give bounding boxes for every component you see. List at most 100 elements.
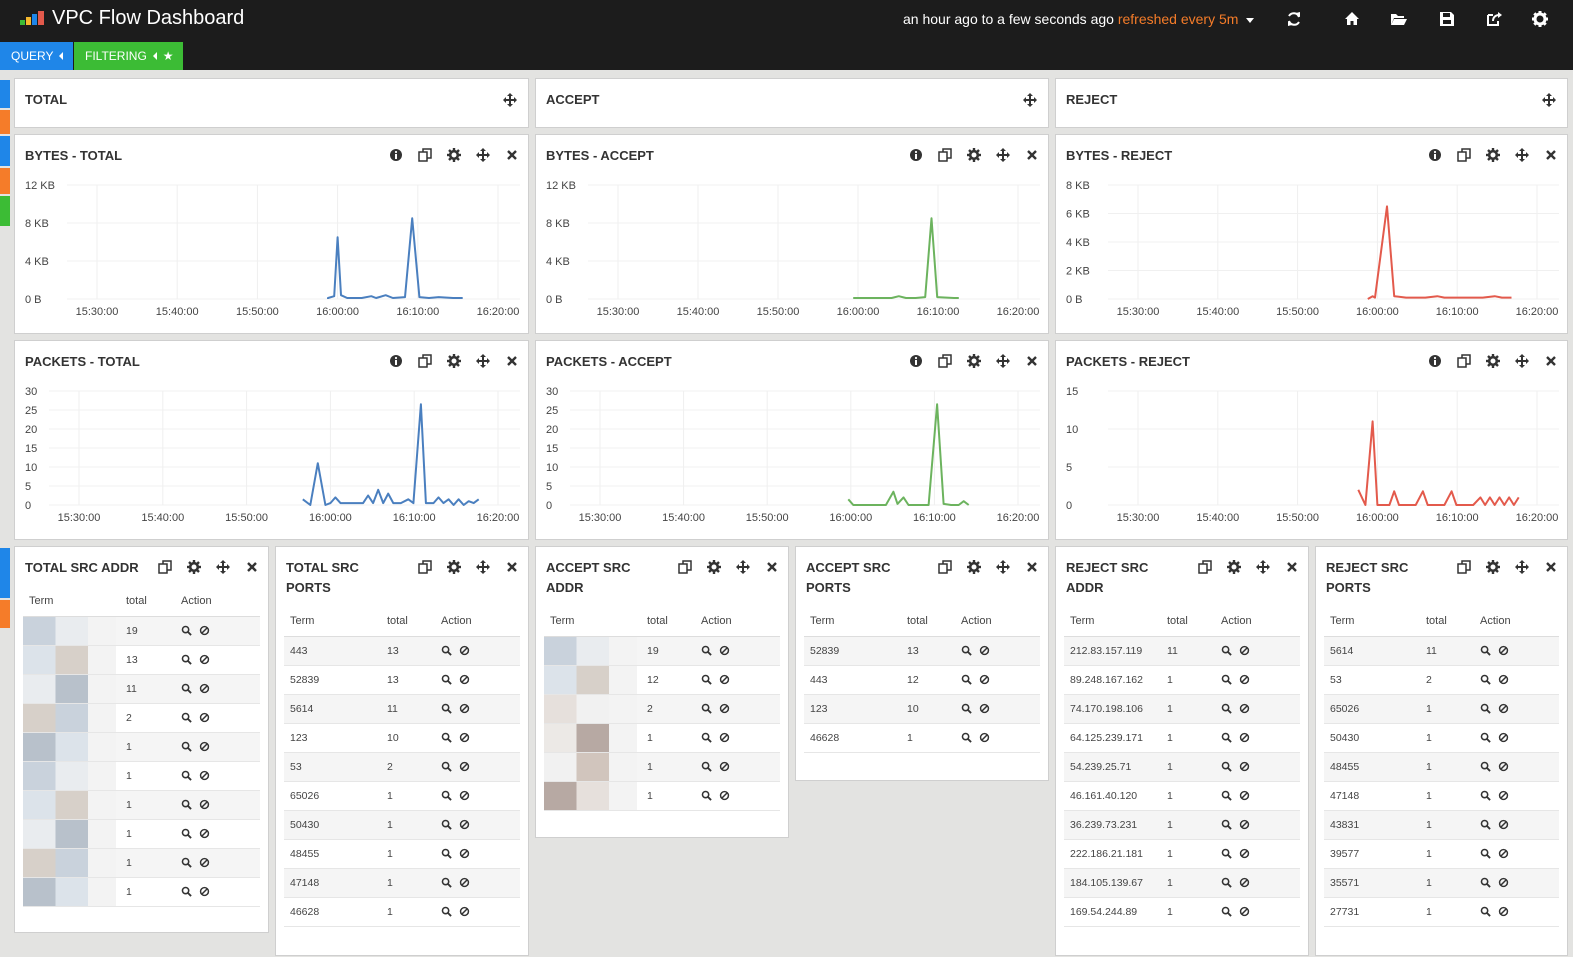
duplicate-icon[interactable] [677, 559, 693, 575]
search-icon[interactable] [441, 732, 452, 743]
ban-icon[interactable] [199, 886, 210, 897]
ban-icon[interactable] [1239, 674, 1250, 685]
time-range-picker[interactable]: an hour ago to a few seconds ago refresh… [903, 11, 1255, 27]
search-icon[interactable] [181, 799, 192, 810]
close-icon[interactable] [244, 559, 260, 575]
search-icon[interactable] [1480, 645, 1491, 656]
move-icon[interactable] [502, 92, 518, 108]
search-icon[interactable] [441, 761, 452, 772]
search-icon[interactable] [701, 674, 712, 685]
ban-icon[interactable] [459, 645, 470, 656]
info-icon[interactable] [1427, 353, 1443, 369]
move-icon[interactable] [1022, 92, 1038, 108]
search-icon[interactable] [1221, 703, 1232, 714]
ban-icon[interactable] [459, 848, 470, 859]
ban-icon[interactable] [1239, 877, 1250, 888]
row-collapse-strip[interactable] [0, 136, 10, 166]
close-icon[interactable] [504, 353, 520, 369]
ban-icon[interactable] [719, 790, 730, 801]
duplicate-icon[interactable] [157, 559, 173, 575]
ban-icon[interactable] [199, 683, 210, 694]
gear-icon[interactable] [1226, 559, 1242, 575]
search-icon[interactable] [1480, 761, 1491, 772]
duplicate-icon[interactable] [417, 559, 433, 575]
move-icon[interactable] [215, 559, 231, 575]
close-icon[interactable] [1543, 147, 1559, 163]
search-icon[interactable] [701, 790, 712, 801]
ban-icon[interactable] [199, 741, 210, 752]
column-header[interactable]: total [381, 607, 435, 637]
move-icon[interactable] [475, 559, 491, 575]
home-icon[interactable] [1343, 10, 1361, 28]
duplicate-icon[interactable] [1197, 559, 1213, 575]
search-icon[interactable] [701, 732, 712, 743]
search-icon[interactable] [181, 886, 192, 897]
column-header[interactable]: Term [23, 587, 120, 617]
row-collapse-strip[interactable] [0, 196, 10, 226]
move-icon[interactable] [735, 559, 751, 575]
ban-icon[interactable] [979, 703, 990, 714]
gear-icon[interactable] [966, 353, 982, 369]
ban-icon[interactable] [979, 674, 990, 685]
gear-icon[interactable] [966, 559, 982, 575]
search-icon[interactable] [1480, 790, 1491, 801]
duplicate-icon[interactable] [417, 353, 433, 369]
search-icon[interactable] [181, 683, 192, 694]
search-icon[interactable] [1221, 645, 1232, 656]
search-icon[interactable] [441, 790, 452, 801]
query-pill[interactable]: QUERY [0, 42, 73, 70]
ban-icon[interactable] [1239, 848, 1250, 859]
settings-icon[interactable] [1531, 10, 1549, 28]
search-icon[interactable] [1480, 877, 1491, 888]
search-icon[interactable] [441, 848, 452, 859]
ban-icon[interactable] [1239, 703, 1250, 714]
search-icon[interactable] [1480, 732, 1491, 743]
column-header[interactable]: Action [1474, 607, 1559, 637]
ban-icon[interactable] [1239, 645, 1250, 656]
ban-icon[interactable] [1239, 906, 1250, 917]
search-icon[interactable] [441, 703, 452, 714]
move-icon[interactable] [475, 147, 491, 163]
ban-icon[interactable] [1498, 790, 1509, 801]
ban-icon[interactable] [979, 645, 990, 656]
ban-icon[interactable] [459, 790, 470, 801]
column-header[interactable]: total [1161, 607, 1215, 637]
close-icon[interactable] [764, 559, 780, 575]
move-icon[interactable] [1255, 559, 1271, 575]
search-icon[interactable] [1480, 703, 1491, 714]
search-icon[interactable] [1480, 906, 1491, 917]
ban-icon[interactable] [1498, 819, 1509, 830]
row-collapse-strip[interactable] [0, 110, 10, 134]
ban-icon[interactable] [199, 857, 210, 868]
info-icon[interactable] [388, 147, 404, 163]
move-icon[interactable] [995, 353, 1011, 369]
move-icon[interactable] [1541, 92, 1557, 108]
ban-icon[interactable] [1498, 645, 1509, 656]
ban-icon[interactable] [199, 625, 210, 636]
gear-icon[interactable] [446, 559, 462, 575]
ban-icon[interactable] [1498, 848, 1509, 859]
move-icon[interactable] [1514, 559, 1530, 575]
search-icon[interactable] [181, 770, 192, 781]
refresh-icon[interactable] [1285, 10, 1303, 28]
info-icon[interactable] [908, 147, 924, 163]
search-icon[interactable] [1221, 761, 1232, 772]
gear-icon[interactable] [1485, 559, 1501, 575]
gear-icon[interactable] [706, 559, 722, 575]
ban-icon[interactable] [199, 712, 210, 723]
column-header[interactable]: Term [1324, 607, 1420, 637]
search-icon[interactable] [441, 819, 452, 830]
ban-icon[interactable] [459, 732, 470, 743]
column-header[interactable]: Action [175, 587, 260, 617]
ban-icon[interactable] [459, 761, 470, 772]
info-icon[interactable] [388, 353, 404, 369]
ban-icon[interactable] [1239, 790, 1250, 801]
duplicate-icon[interactable] [937, 147, 953, 163]
column-header[interactable]: Term [284, 607, 381, 637]
ban-icon[interactable] [1239, 819, 1250, 830]
close-icon[interactable] [1543, 353, 1559, 369]
search-icon[interactable] [1221, 790, 1232, 801]
ban-icon[interactable] [979, 732, 990, 743]
column-header[interactable]: total [901, 607, 955, 637]
ban-icon[interactable] [199, 828, 210, 839]
